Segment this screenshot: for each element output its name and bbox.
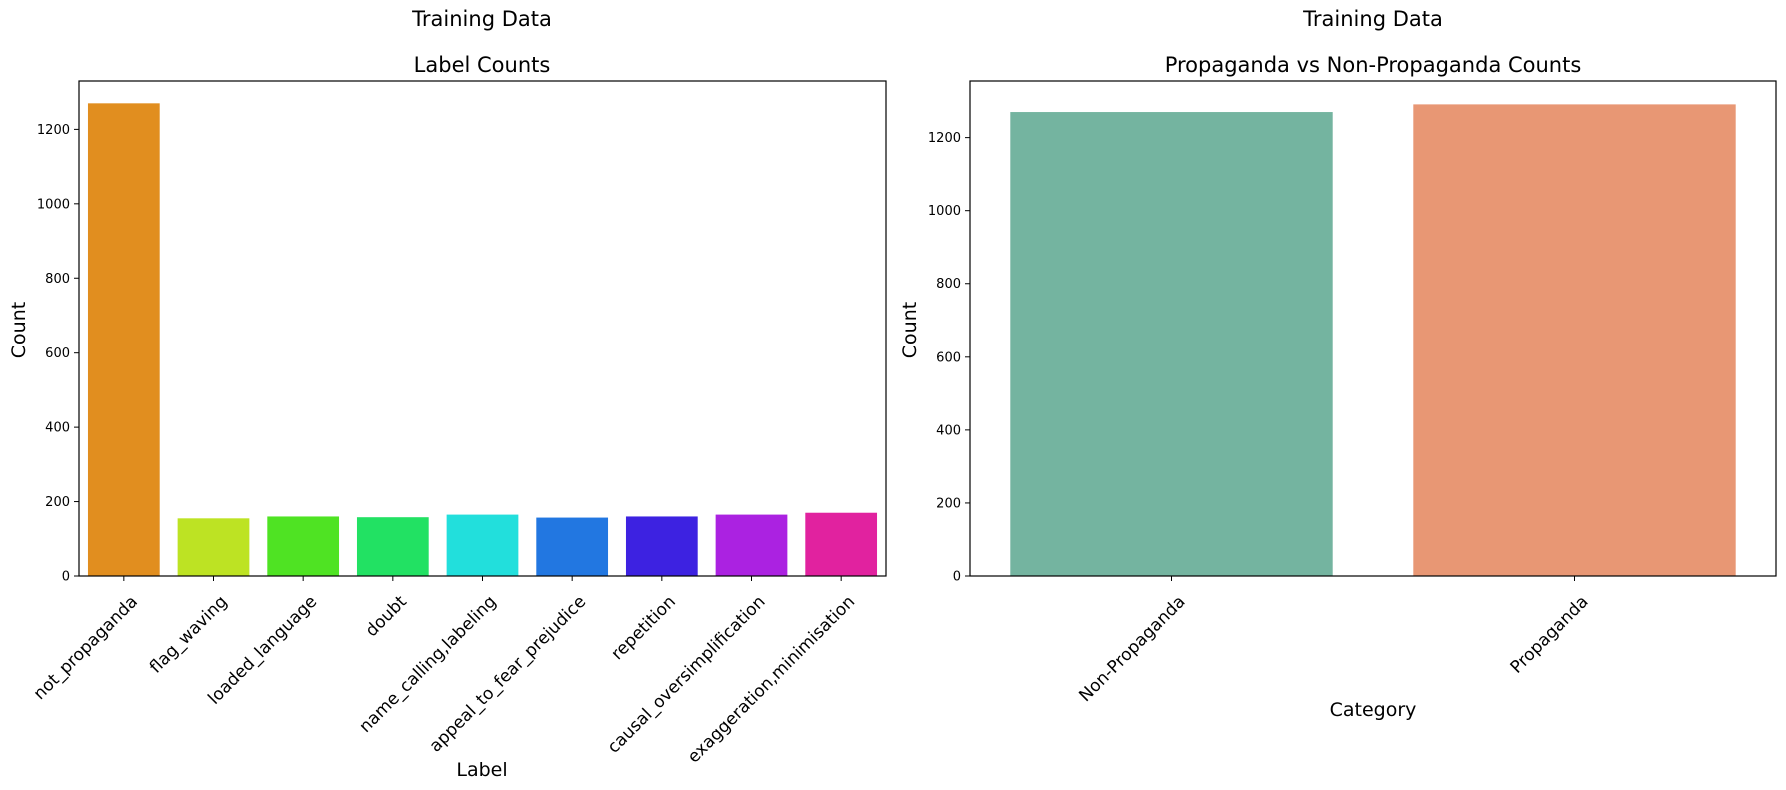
x-tick-label: not_propaganda — [30, 592, 142, 704]
bar-not-propaganda — [87, 103, 160, 577]
bars — [87, 103, 878, 577]
y-tick-label: 0 — [953, 570, 961, 585]
bar-doubt — [356, 517, 429, 576]
x-tick-label: flag_waving — [146, 592, 232, 678]
y-tick-label: 400 — [936, 423, 961, 438]
y-tick-label: 200 — [936, 496, 961, 511]
y-tick-label: 1200 — [928, 131, 961, 146]
x-axis-ticks: Non-Propaganda Propaganda — [1075, 576, 1593, 706]
chart-title: Propaganda vs Non-Propaganda Counts — [1165, 53, 1582, 77]
bar-propaganda — [1413, 104, 1736, 577]
y-tick-label: 1200 — [37, 123, 70, 138]
x-tick-label: exaggeration,minimisation — [684, 592, 859, 767]
plot-frame — [78, 80, 887, 577]
y-tick-label: 600 — [45, 346, 70, 361]
y-tick-label: 400 — [45, 421, 70, 436]
bar-non-propaganda — [1010, 112, 1333, 576]
bars — [1010, 104, 1736, 577]
bar-repetition — [625, 516, 698, 576]
x-tick-label: Non-Propaganda — [1075, 592, 1189, 706]
y-tick-label: 1000 — [37, 197, 70, 212]
y-axis-label: Count — [899, 302, 921, 358]
y-tick-label: 800 — [936, 277, 961, 292]
y-tick-label: 800 — [45, 272, 70, 287]
y-axis-ticks: 0 200 400 600 800 1000 1200 — [928, 131, 970, 585]
x-tick-label: causal_oversimplification — [604, 592, 770, 758]
bar-exaggeration-minimisation — [805, 512, 878, 576]
y-tick-label: 600 — [936, 350, 961, 365]
bar-loaded-language — [267, 516, 340, 576]
bar-appeal-to-fear-prejudice — [536, 517, 609, 576]
chart-suptitle: Training Data — [1302, 7, 1443, 31]
x-axis-label: Label — [456, 759, 507, 781]
x-tick-label: doubt — [362, 592, 411, 641]
y-tick-label: 1000 — [928, 204, 961, 219]
bar-name-calling-labeling — [446, 514, 519, 576]
y-tick-label: 200 — [45, 495, 70, 510]
x-tick-label: appeal_to_fear_prejudice — [426, 592, 591, 757]
y-axis-ticks: 0 200 400 600 800 1000 1200 — [37, 123, 79, 585]
x-axis-ticks: not_propaganda flag_wavingloaded_language… — [30, 576, 859, 767]
x-axis-label: Category — [1330, 699, 1417, 721]
y-tick-label: 0 — [62, 570, 70, 585]
y-axis-label: Count — [8, 302, 30, 358]
chart-suptitle: Training Data — [411, 7, 552, 31]
plot-frame — [969, 80, 1777, 577]
x-tick-label: Propaganda — [1507, 592, 1593, 678]
chart-title: Label Counts — [414, 53, 551, 77]
x-tick-label: repetition — [608, 592, 680, 664]
bar-flag-waving — [177, 518, 250, 576]
propaganda-vs-non-propaganda-chart: Training Data Propaganda vs Non-Propagan… — [899, 7, 1777, 721]
label-counts-chart: Training Data Label Counts 0 200 400 600 800… — [8, 7, 887, 781]
bar-causal-oversimplification — [715, 514, 788, 576]
